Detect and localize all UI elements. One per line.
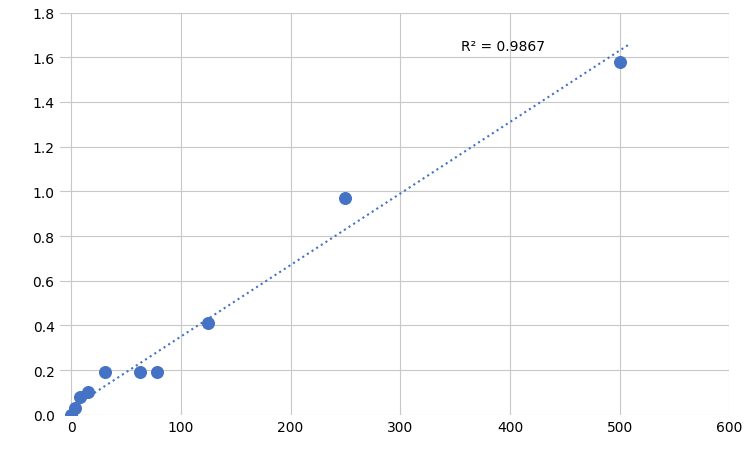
Point <box>339 195 351 202</box>
Point <box>82 389 94 396</box>
Point <box>134 369 146 376</box>
Point <box>202 320 214 327</box>
Point <box>69 405 81 412</box>
Point <box>74 393 86 400</box>
Text: R² = 0.9867: R² = 0.9867 <box>461 40 544 54</box>
Point <box>614 59 626 66</box>
Point <box>99 369 111 376</box>
Point <box>151 369 163 376</box>
Point <box>65 411 77 419</box>
